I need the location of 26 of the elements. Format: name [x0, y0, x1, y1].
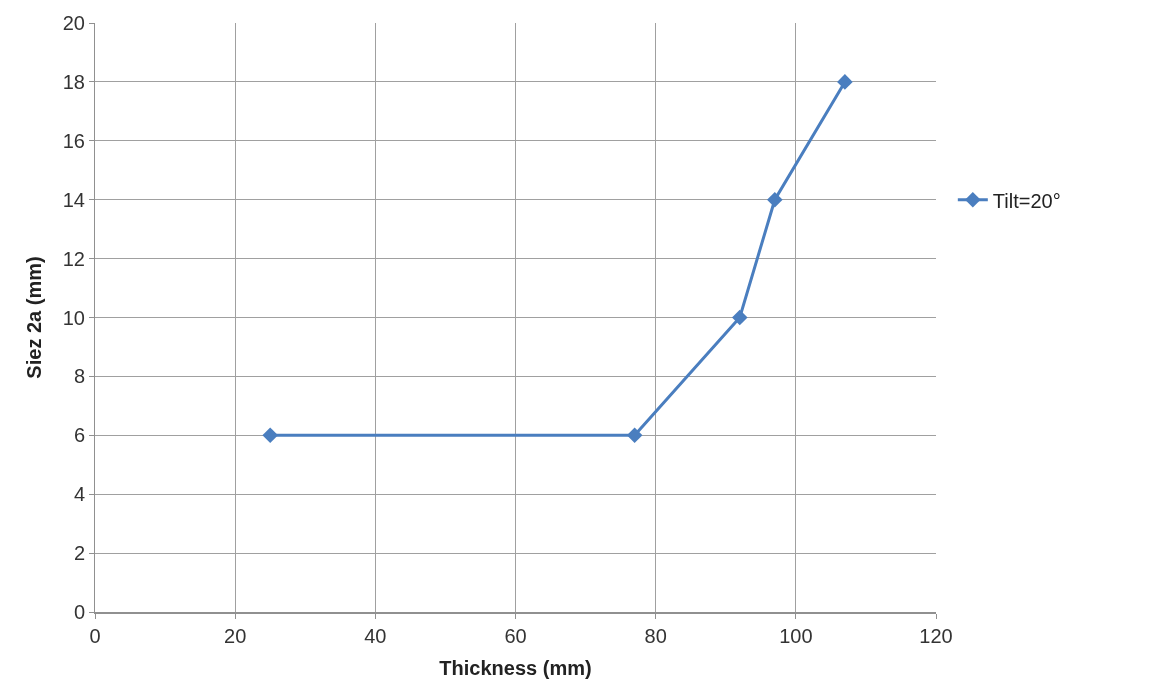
x-tick-label: 40 — [364, 625, 387, 647]
y-tick-label: 12 — [62, 247, 85, 270]
point — [262, 427, 279, 444]
x-tick-label: 120 — [919, 625, 953, 647]
y-tick-label: 2 — [73, 542, 85, 565]
x-axis-title: Thickness (mm) — [439, 657, 592, 679]
y-tick-label: 8 — [73, 365, 85, 388]
x-tick-label: 80 — [644, 625, 667, 647]
point — [767, 191, 783, 208]
x-tick-label: 0 — [89, 625, 101, 647]
y-tick-label: 10 — [62, 306, 85, 329]
x-tick-label: 100 — [779, 625, 813, 647]
y-tick-label: 4 — [73, 483, 85, 506]
y-tick-label: 6 — [73, 424, 85, 447]
legend-label: Tilt=20° — [992, 189, 1061, 212]
y-tick-label: 16 — [62, 129, 85, 152]
point — [837, 74, 853, 90]
x-tick-label: 20 — [224, 625, 247, 647]
y-tick-label: 0 — [73, 601, 85, 623]
y-axis-title: Siez 2a (mm) — [23, 256, 46, 379]
y-tick-label: 14 — [62, 188, 85, 211]
y-tick-label: 20 — [62, 12, 85, 34]
y-tick-label: 18 — [62, 70, 85, 93]
point — [626, 427, 643, 444]
point — [731, 309, 748, 326]
x-tick-label: 60 — [504, 625, 527, 647]
